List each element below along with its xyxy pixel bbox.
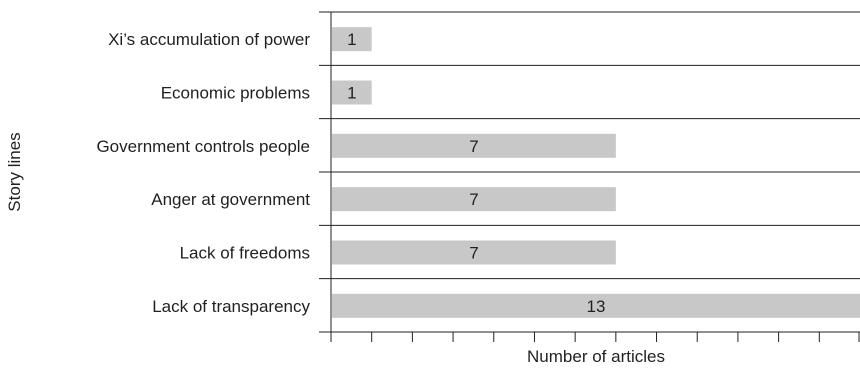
category-label: Lack of transparency — [152, 297, 310, 316]
bar — [332, 187, 616, 212]
category-separators — [319, 11, 860, 280]
category-label: Xi’s accumulation of power — [108, 30, 310, 49]
data-labels-group: 1 1 7 7 7 13 — [347, 30, 605, 316]
bar — [332, 133, 616, 158]
x-axis-title: Number of articles — [527, 347, 665, 366]
data-label: 7 — [469, 190, 478, 209]
bars-group — [332, 27, 860, 318]
category-label: Anger at government — [151, 190, 310, 209]
bar — [332, 27, 372, 52]
bar — [332, 240, 616, 265]
y-axis-title: Story lines — [5, 132, 24, 211]
x-axis-ticks-group — [371, 331, 860, 342]
data-label: 1 — [347, 83, 356, 102]
bar — [332, 80, 372, 105]
category-label: Lack of freedoms — [180, 243, 310, 262]
category-labels-group: Xi’s accumulation of power Economic probl… — [96, 30, 310, 316]
data-label: 13 — [587, 297, 606, 316]
data-label: 7 — [469, 137, 478, 156]
bar — [332, 293, 860, 318]
data-label: 7 — [469, 243, 478, 262]
axes-group — [319, 12, 860, 342]
category-label: Government controls people — [96, 137, 310, 156]
data-label: 1 — [347, 30, 356, 49]
category-label: Economic problems — [161, 83, 310, 102]
